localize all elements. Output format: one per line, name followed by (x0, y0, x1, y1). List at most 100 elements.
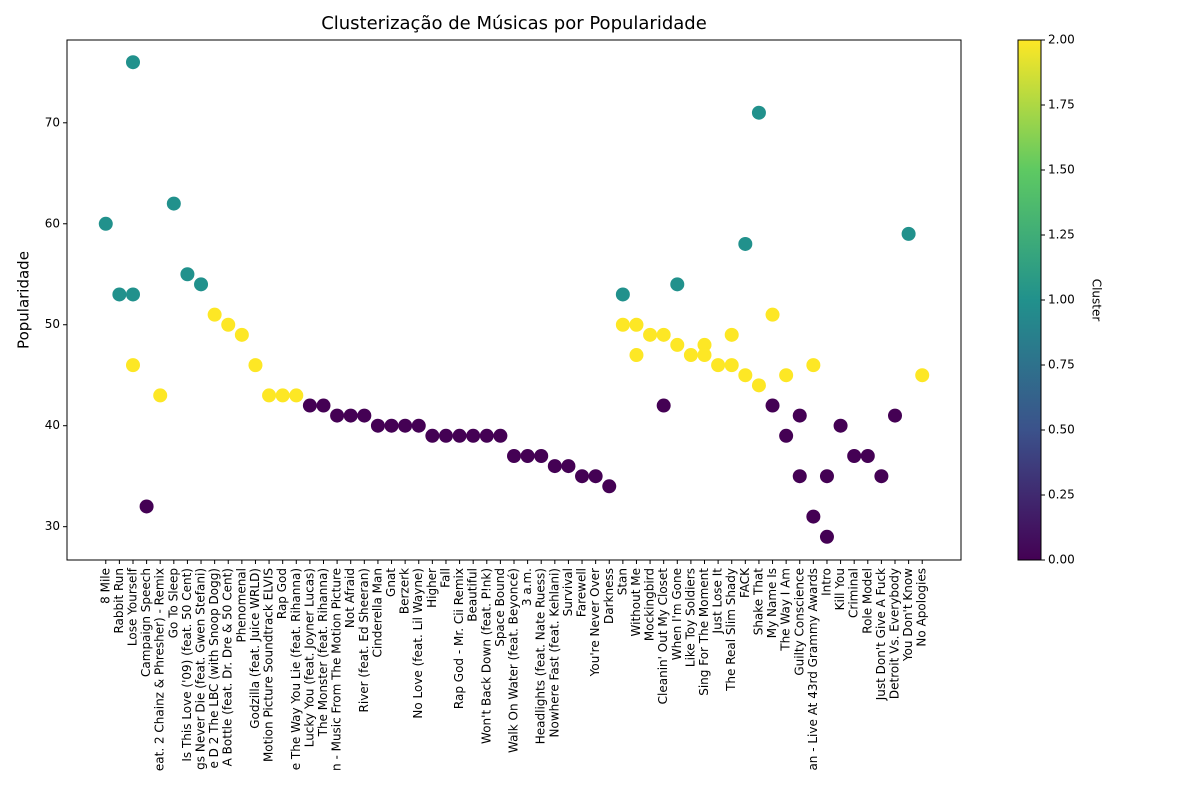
point (724, 358, 739, 373)
colorbar-tick-label: 0.25 (1048, 488, 1075, 502)
x-tick-label: Just Don't Give A Fuck (874, 568, 888, 701)
x-tick-label: Stan (615, 568, 629, 595)
point (656, 327, 671, 342)
colorbar-tick-label: 1.00 (1048, 293, 1075, 307)
x-tick-label: Survival (561, 568, 575, 616)
point (221, 317, 236, 332)
x-tick-label: My Name Is (765, 568, 779, 638)
x-tick-label: e The Way You Lie (feat. Rihanna) (289, 568, 303, 770)
x-tick-label: Lose Yourself (125, 567, 139, 646)
y-axis-label: Popularidade (15, 251, 33, 349)
point (806, 509, 821, 524)
x-tick-label: Lucky You (feat. Joyner Lucas) (302, 568, 316, 747)
colorbar-tick-label: 2.00 (1048, 33, 1075, 47)
x-tick-label: Beautiful (466, 568, 480, 622)
point (561, 459, 576, 474)
x-tick-label: Campaign Speech (139, 568, 153, 677)
x-tick-label: Shake That (751, 568, 765, 636)
point (275, 388, 290, 403)
colorbar-tick-label: 1.50 (1048, 163, 1075, 177)
y-tick-label: 30 (45, 519, 60, 533)
y-tick-label: 50 (45, 317, 60, 331)
colorbar-tick-label: 1.75 (1048, 98, 1075, 112)
point (125, 287, 140, 302)
point (262, 388, 277, 403)
point (711, 358, 726, 373)
point (602, 479, 617, 494)
x-tick-label: Go To Sleep (166, 568, 180, 638)
point (479, 428, 494, 443)
x-tick-label: When I'm Gone (670, 568, 684, 660)
point (615, 317, 630, 332)
x-tick-label: Not Afraid (343, 568, 357, 628)
x-tick-label: Detroit Vs. Everybody (888, 568, 902, 699)
point (615, 287, 630, 302)
point (370, 418, 385, 433)
point (125, 358, 140, 373)
point (765, 307, 780, 322)
x-tick-label: The Monster (feat. Rihanna) (316, 568, 330, 737)
point (792, 408, 807, 423)
x-tick-label: Is This Love ('09) (feat. 50 Cent) (180, 568, 194, 762)
x-tick-label: Space Bound (493, 568, 507, 647)
x-tick-label: Role Model (860, 568, 874, 634)
colorbar-tick-label: 0.50 (1048, 423, 1075, 437)
point (194, 277, 209, 292)
point (316, 398, 331, 413)
x-tick-label: Headlights (feat. Nate Ruess) (534, 568, 548, 744)
x-tick-label: Godzilla (feat. Juice WRLD) (248, 568, 262, 729)
y-tick-label: 60 (45, 216, 60, 230)
x-tick-label: Phenomenal (234, 568, 248, 643)
x-tick-label: The Way I Am (779, 568, 793, 652)
point (697, 348, 712, 363)
x-tick-label: Rap God - Mr. Cii Remix (452, 568, 466, 709)
x-tick-label: Mockingbird (643, 568, 657, 641)
point (629, 348, 644, 363)
point (302, 398, 317, 413)
point (547, 459, 562, 474)
point (98, 216, 113, 231)
point (806, 358, 821, 373)
point (357, 408, 372, 423)
point (125, 55, 140, 70)
point (792, 469, 807, 484)
point (588, 469, 603, 484)
x-tick-label: Higher (425, 568, 439, 608)
point (779, 428, 794, 443)
point (398, 418, 413, 433)
point (384, 418, 399, 433)
point (493, 428, 508, 443)
x-tick-label: e D 2 The LBC (with Snoop Dogg) (207, 568, 221, 769)
point (697, 337, 712, 352)
y-tick-label: 40 (45, 418, 60, 432)
point (670, 337, 685, 352)
x-tick-label: Cleanin' Out My Closet (656, 568, 670, 705)
point (779, 368, 794, 383)
point (248, 358, 263, 373)
y-tick-label: 70 (45, 115, 60, 129)
point (765, 398, 780, 413)
point (751, 378, 766, 393)
point (534, 449, 549, 463)
x-tick-label: eat. 2 Chainz & Phresher) - Remix (153, 568, 167, 771)
point (180, 267, 195, 282)
point (915, 368, 930, 383)
x-tick-label: Rap God (275, 568, 289, 619)
x-tick-label: You Don't Know (901, 568, 915, 662)
x-tick-label: You're Never Over (588, 568, 602, 677)
x-tick-label: Farewell (575, 568, 589, 617)
colorbar (1017, 39, 1042, 561)
x-tick-label: Fall (438, 568, 452, 588)
point (466, 428, 481, 443)
x-tick-label: Criminal (847, 568, 861, 618)
x-tick-label: The Real Slim Shady (724, 568, 738, 692)
colorbar-tick-label: 0.00 (1048, 553, 1075, 567)
colorbar-tick-label: 1.25 (1048, 228, 1075, 242)
point (507, 449, 521, 463)
point (234, 327, 249, 342)
colorbar-tick-label: 0.75 (1048, 358, 1075, 372)
chart-title: Clusterização de Músicas por Popularidad… (321, 13, 707, 34)
x-tick-label: Intro (819, 568, 833, 596)
x-tick-label: Like Toy Soldiers (683, 568, 697, 667)
